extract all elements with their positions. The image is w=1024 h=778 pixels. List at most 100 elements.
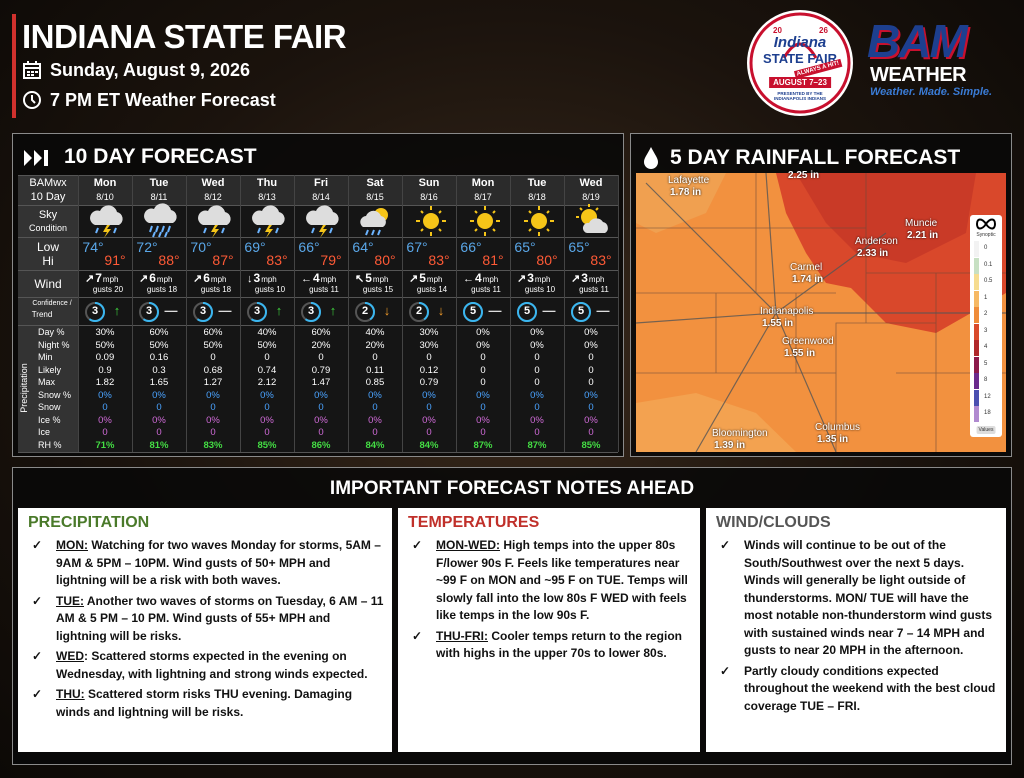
wind-gusts: gusts 11: [579, 285, 609, 294]
checkmark: ✓: [720, 538, 731, 552]
title: INDIANA STATE FAIR: [22, 18, 347, 55]
wind-gusts: gusts 10: [524, 285, 556, 294]
high-temp: 83°: [590, 252, 612, 268]
wind-direction: ↗: [193, 273, 203, 285]
day-date: 8/14: [312, 192, 330, 202]
note-item: ✓ Winds will continue to be out of the So…: [716, 537, 998, 660]
precip-cell: 0: [264, 402, 270, 413]
wind-value: 4: [475, 271, 482, 285]
wind-value: 5: [419, 271, 426, 285]
wind-direction: ↖: [355, 273, 365, 285]
precip-cell: 0: [534, 402, 540, 413]
precip-cell: 0%: [530, 389, 544, 401]
trend-arrow: —: [596, 303, 610, 318]
confidence-level: 3: [199, 305, 207, 317]
wind-value: 4: [313, 271, 320, 285]
precip-cell: 0: [588, 364, 594, 376]
precip-cell: 0.11: [366, 364, 384, 376]
day-name: Wed: [201, 177, 225, 189]
sky-icon: [360, 208, 388, 236]
low-temp: 67°: [406, 239, 428, 255]
precip-cell: 81%: [149, 439, 169, 451]
precip-cell: 40%: [365, 327, 385, 338]
wind-value: 6: [149, 271, 156, 285]
low-temp: 65°: [568, 239, 590, 255]
wind-gusts: gusts 11: [471, 285, 501, 294]
legend-swatch: [974, 257, 979, 274]
note-text: Scattered storm risks THU evening. Damag…: [56, 687, 353, 719]
checkmark: ✓: [412, 538, 423, 552]
precip-cell: 0.68: [203, 364, 223, 376]
wind-direction: ↗: [517, 273, 527, 285]
precip-cell: 0: [156, 427, 162, 438]
precip-cell: 50%: [149, 339, 169, 351]
wind-gusts: gusts 18: [200, 285, 232, 294]
precip-cell: 87%: [473, 439, 493, 451]
day-name: Tue: [527, 177, 547, 189]
confidence-level: 5: [577, 305, 585, 317]
precip-cell: 84%: [365, 439, 385, 451]
wind-direction: ↗: [85, 273, 95, 285]
note-lead: MON-WED:: [436, 538, 500, 552]
grid-line: [18, 325, 618, 326]
precip-cell: 0: [534, 427, 540, 438]
wind-speed: ↗6mph: [193, 271, 226, 285]
rain-map: [636, 173, 1006, 452]
confidence-ring: [193, 302, 213, 322]
precip-cell: 0: [480, 364, 486, 376]
notes-heading: PRECIPITATION: [28, 514, 150, 531]
confidence-level: 2: [361, 305, 369, 317]
rain-title: 5 DAY RAINFALL FORECAST: [670, 146, 961, 169]
note-lead: MON:: [56, 538, 88, 552]
note-item: ✓ THU-FRI: Cooler temps return to the reg…: [408, 628, 692, 663]
low-temp: 65°: [514, 239, 536, 255]
grid-line: [18, 270, 618, 271]
row-label: Trend: [31, 310, 53, 319]
confidence-ring: [463, 302, 483, 322]
day-date: 8/18: [528, 192, 546, 202]
legend-swatch: [974, 307, 979, 323]
precip-cell: 0%: [98, 389, 112, 401]
precip-cell: 0: [318, 402, 324, 413]
legend-tick: 1: [984, 294, 988, 301]
precip-cell: 0%: [98, 414, 112, 426]
clock-icon: [23, 91, 41, 109]
precip-cell: 0%: [476, 339, 490, 351]
wind-unit: mph: [156, 275, 173, 284]
subtitle: 7 PM ET Weather Forecast: [50, 90, 276, 110]
wind-value: 3: [581, 271, 588, 285]
wind-unit: mph: [588, 275, 605, 284]
sky-icon: [144, 203, 177, 238]
fair-logo-badge: [747, 10, 853, 116]
precip-cell: 0%: [152, 389, 166, 401]
precip-cell: 0%: [314, 414, 328, 426]
precip-cell: 0: [588, 427, 594, 438]
trend-arrow: —: [218, 303, 232, 318]
confidence-level: 3: [91, 305, 99, 317]
precip-cell: 0%: [152, 414, 166, 426]
precip-cell: 0: [156, 402, 162, 413]
grid-line: [510, 175, 511, 452]
grid-line: [618, 175, 619, 452]
row-label: Hi: [42, 254, 54, 268]
city-amount: 1.35 in: [817, 434, 849, 445]
precip-cell: 0%: [206, 389, 220, 401]
note-lead: THU:: [56, 687, 85, 701]
precip-cell: 30%: [419, 339, 439, 351]
precip-row-label: Ice %: [38, 414, 61, 425]
notes-column: WIND/CLOUDS ✓ Winds will continue to be ou…: [706, 508, 1006, 752]
grid-line: [240, 175, 241, 452]
legend-title: Synoptic: [976, 232, 996, 238]
fair-name: Indiana: [773, 34, 827, 51]
checkmark: ✓: [720, 663, 731, 678]
sky-icon: [306, 205, 339, 238]
high-temp: 80°: [536, 252, 558, 268]
grid-line: [456, 175, 457, 452]
precip-cell: 60%: [149, 327, 169, 338]
precip-cell: 0: [210, 427, 216, 438]
confidence-level: 3: [253, 305, 261, 317]
precip-cell: 0%: [584, 414, 598, 426]
precip-cell: 0: [588, 377, 594, 388]
city-amount: 2.33 in: [857, 248, 889, 259]
high-temp: 87°: [212, 252, 234, 268]
